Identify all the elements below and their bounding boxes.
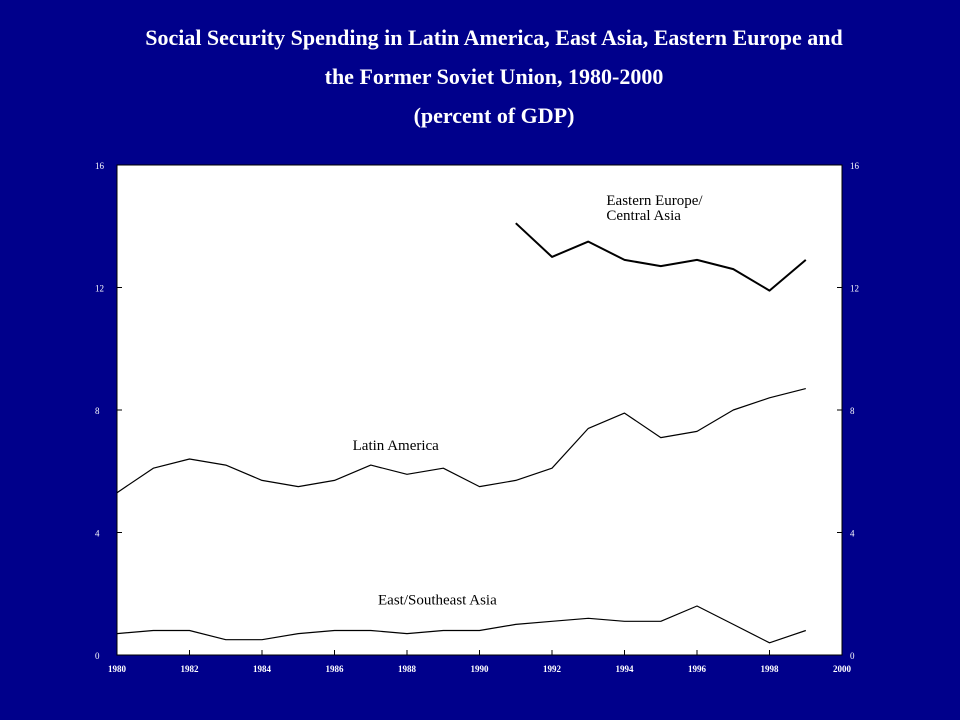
series-label: Latin America (353, 438, 440, 454)
y-tick-label-left: 12 (95, 284, 104, 294)
title-line-1: Social Security Spending in Latin Americ… (145, 25, 843, 50)
x-tick-label: 1984 (253, 664, 272, 674)
series-label: Eastern Europe/ (606, 193, 703, 209)
y-tick-label-left: 0 (95, 651, 100, 661)
title-line-3: (percent of GDP) (413, 103, 575, 128)
y-tick-label-right: 16 (850, 161, 860, 171)
y-tick-label-left: 8 (95, 406, 100, 416)
y-tick-label-right: 8 (850, 406, 855, 416)
y-tick-label-right: 4 (850, 529, 855, 539)
x-tick-label: 1980 (108, 664, 127, 674)
series-line-eastern-europe-central-asia (515, 222, 807, 292)
y-tick-label-right: 12 (850, 284, 859, 294)
slide-title: Social Security Spending in Latin Americ… (0, 18, 960, 135)
series-label: East/Southeast Asia (378, 592, 497, 608)
series-line-east-southeast-asia (116, 605, 806, 644)
y-tick-label-left: 16 (95, 161, 105, 171)
x-tick-label: 1986 (326, 664, 345, 674)
x-tick-label: 1990 (471, 664, 490, 674)
series-label: Central Asia (606, 208, 681, 224)
x-tick-label: 1996 (688, 664, 707, 674)
series-line-latin-america (116, 388, 806, 494)
y-tick-label-left: 4 (95, 529, 100, 539)
x-tick-label: 1994 (616, 664, 635, 674)
x-tick-label: 1992 (543, 664, 562, 674)
x-tick-label: 2000 (833, 664, 852, 674)
x-tick-label: 1988 (398, 664, 417, 674)
title-line-2: the Former Soviet Union, 1980-2000 (324, 64, 664, 89)
x-tick-label: 1998 (761, 664, 780, 674)
x-tick-label: 1982 (181, 664, 200, 674)
y-tick-label-right: 0 (850, 651, 855, 661)
